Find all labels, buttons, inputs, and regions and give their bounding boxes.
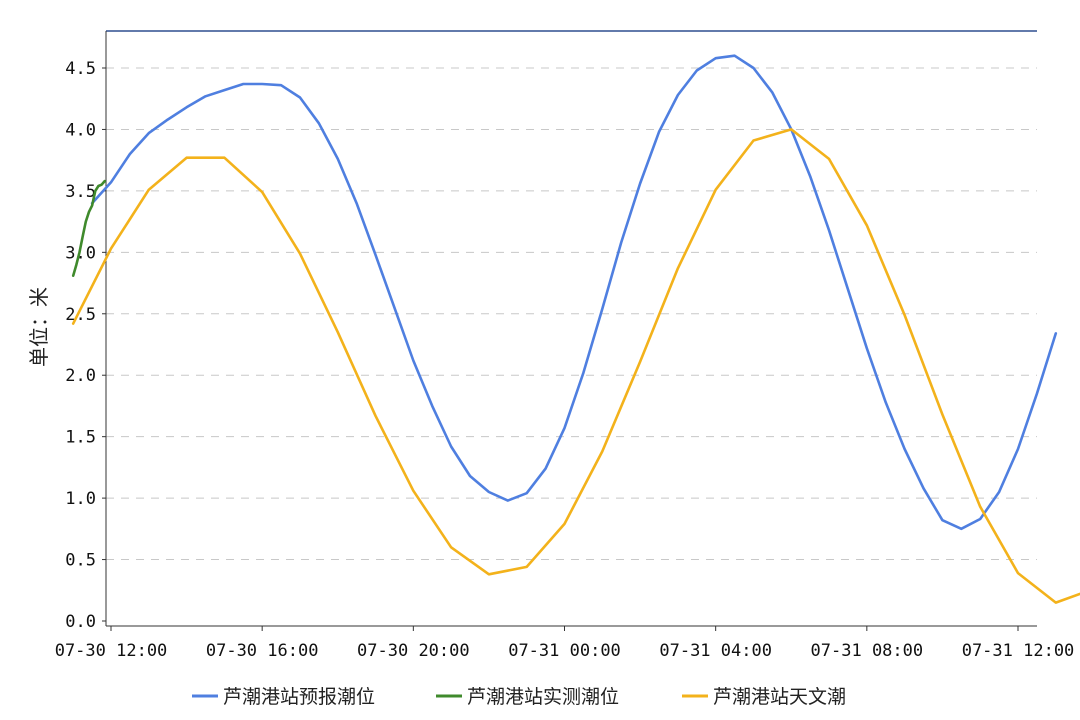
x-tick-label: 07-31 00:00 [508,641,621,661]
y-tick-label: 2.0 [65,366,96,386]
y-tick-label: 4.0 [65,120,96,140]
series-line-3 [71,128,1080,604]
y-tick-label: 3.0 [65,243,96,263]
x-tick-label: 07-31 12:00 [962,641,1075,661]
legend-label-1: 芦潮港站预报潮位 [223,686,375,708]
y-tick-label: 0.0 [65,612,96,632]
y-tick-label: 3.5 [65,182,96,202]
x-tick-label: 07-30 16:00 [206,641,319,661]
x-tick-label: 07-31 08:00 [811,641,924,661]
x-tick-label: 07-30 12:00 [55,641,168,661]
y-tick-label: 0.5 [65,551,96,571]
grid-lines [106,67,1037,561]
y-tick-label: 1.5 [65,428,96,448]
y-axis-label: 单位：米 [27,287,51,367]
legend-label-2: 芦潮港站实测潮位 [467,686,619,708]
x-tick-label: 07-30 20:00 [357,641,470,661]
y-tick-label: 4.5 [65,59,96,79]
legend-label-3: 芦潮港站天文潮 [713,686,846,708]
y-tick-label: 1.0 [65,489,96,509]
series-lines [71,54,1080,604]
axes: 0.0 0.5 1.0 1.5 2.0 2.5 3.0 3.5 4.0 4.5 07-30 12:0… [55,30,1075,661]
series-line-1 [90,54,1058,531]
series-line-2 [71,179,106,278]
x-tick-label: 07-31 04:00 [659,641,772,661]
legend: 芦潮港站预报潮位 芦潮港站实测潮位 芦潮港站天文潮 [192,686,846,708]
y-tick-label: 2.5 [65,305,96,325]
